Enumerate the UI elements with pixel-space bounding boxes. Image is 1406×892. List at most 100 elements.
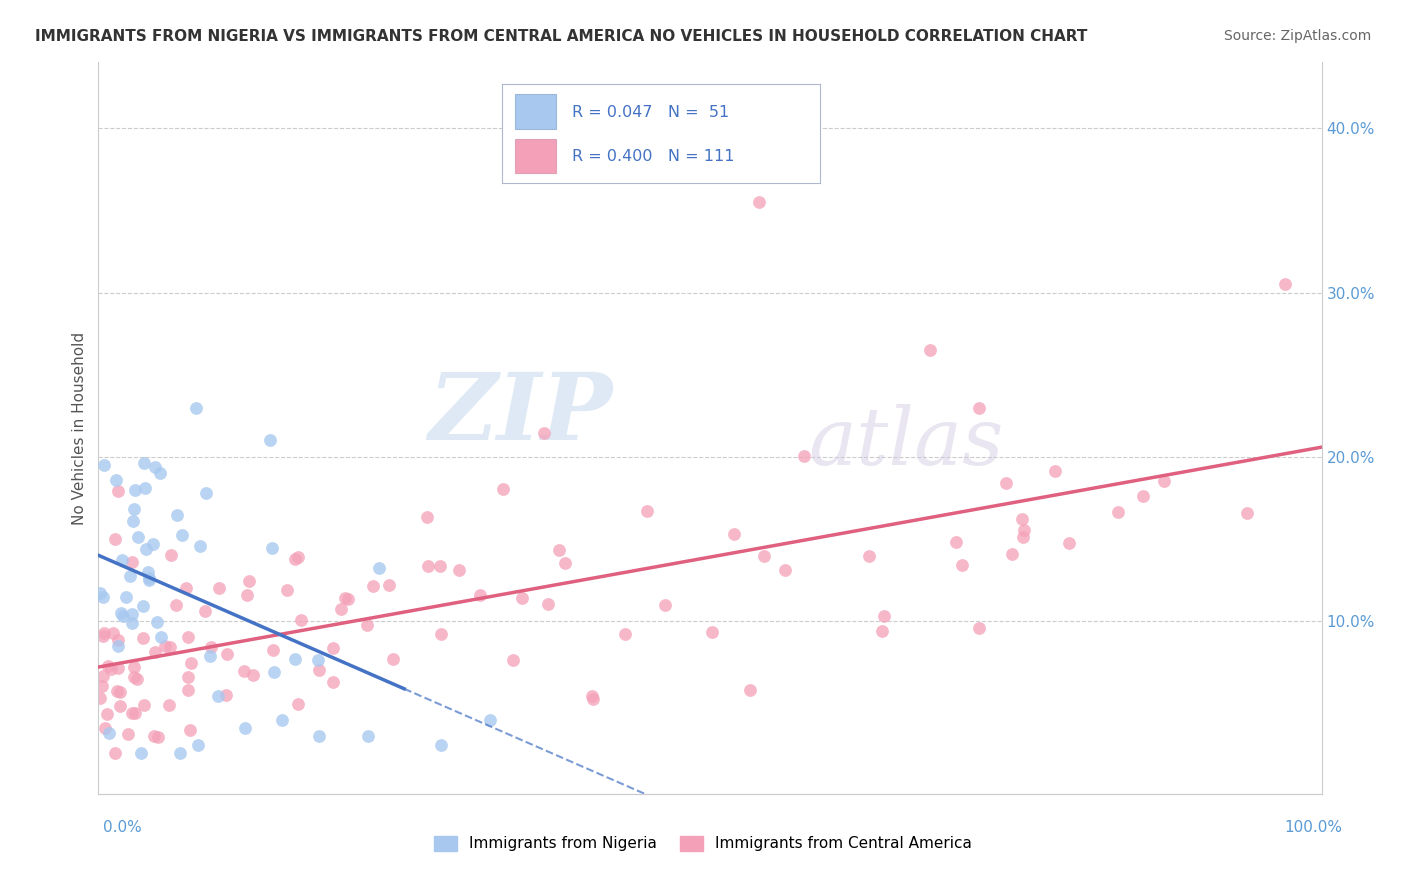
Point (105, 473, 128, 487)
Point (125, 673, 148, 687)
Point (177, 683, 200, 698)
Point (179, 723, 201, 738)
Point (208, 581, 231, 595)
Point (858, 549, 880, 563)
Point (773, 563, 796, 577)
Point (132, 632, 155, 646)
Point (97, 659, 120, 673)
Point (259, 434, 281, 448)
Point (107, 640, 129, 654)
Point (111, 553, 134, 567)
Point (149, 630, 172, 644)
Point (700, 624, 723, 639)
Point (187, 738, 209, 752)
Point (146, 615, 169, 630)
Point (90, 680, 112, 694)
Point (356, 618, 378, 632)
Point (468, 588, 491, 602)
Point (96, 707, 118, 722)
Point (233, 665, 256, 679)
Point (287, 697, 309, 711)
Point (112, 608, 135, 623)
Point (754, 549, 776, 563)
Point (322, 675, 344, 690)
Point (157, 698, 180, 713)
Point (200, 640, 222, 654)
Point (110, 606, 132, 620)
Point (121, 607, 143, 622)
Point (290, 613, 312, 627)
Point (155, 639, 177, 653)
Point (367, 560, 389, 574)
Point (124, 706, 146, 720)
Point (429, 559, 451, 574)
Point (510, 591, 533, 606)
Point (738, 683, 761, 698)
Point (149, 467, 172, 481)
Point (1011, 530, 1033, 544)
Point (1274, 277, 1296, 292)
Point (134, 482, 156, 496)
Point (217, 647, 239, 661)
Point (132, 456, 155, 470)
Text: 0.0%: 0.0% (103, 821, 142, 835)
Point (636, 504, 658, 518)
Point (430, 627, 453, 641)
Point (920, 343, 942, 357)
Point (138, 573, 160, 587)
Point (160, 548, 183, 562)
Point (104, 746, 127, 760)
Point (613, 627, 636, 641)
Point (581, 689, 603, 703)
Point (502, 653, 524, 667)
Point (169, 746, 191, 760)
Point (308, 652, 330, 666)
Point (872, 624, 894, 638)
Point (547, 543, 569, 558)
Point (284, 651, 307, 665)
Point (308, 664, 330, 678)
Point (1107, 505, 1129, 519)
Point (945, 535, 967, 549)
Point (121, 615, 143, 630)
Point (198, 648, 221, 663)
Text: Source: ZipAtlas.com: Source: ZipAtlas.com (1223, 29, 1371, 43)
Point (89, 690, 111, 705)
Point (194, 486, 217, 500)
Point (207, 690, 229, 704)
Text: atlas: atlas (808, 404, 1004, 482)
Point (1153, 474, 1175, 488)
Point (122, 670, 145, 684)
Point (105, 684, 128, 698)
Point (723, 527, 745, 541)
Point (101, 626, 124, 640)
Point (262, 541, 284, 555)
Point (142, 537, 165, 551)
Point (287, 550, 309, 565)
Legend: Immigrants from Nigeria, Immigrants from Central America: Immigrants from Nigeria, Immigrants from… (427, 830, 979, 857)
Point (143, 460, 166, 475)
Point (654, 598, 676, 612)
Point (492, 483, 515, 497)
Point (165, 598, 187, 612)
Point (135, 542, 157, 557)
Point (97, 726, 120, 740)
Point (166, 508, 188, 522)
Point (1001, 547, 1024, 561)
Point (536, 597, 558, 611)
Point (93, 590, 115, 604)
Point (582, 691, 605, 706)
Point (107, 661, 129, 675)
Point (361, 579, 384, 593)
Point (333, 591, 356, 605)
Point (120, 569, 142, 583)
Point (91, 628, 114, 642)
Point (93, 458, 115, 472)
Point (174, 581, 197, 595)
Point (276, 582, 298, 597)
Point (134, 698, 156, 712)
Point (1057, 536, 1080, 550)
Point (793, 449, 815, 463)
Point (131, 599, 153, 613)
Point (127, 530, 149, 544)
